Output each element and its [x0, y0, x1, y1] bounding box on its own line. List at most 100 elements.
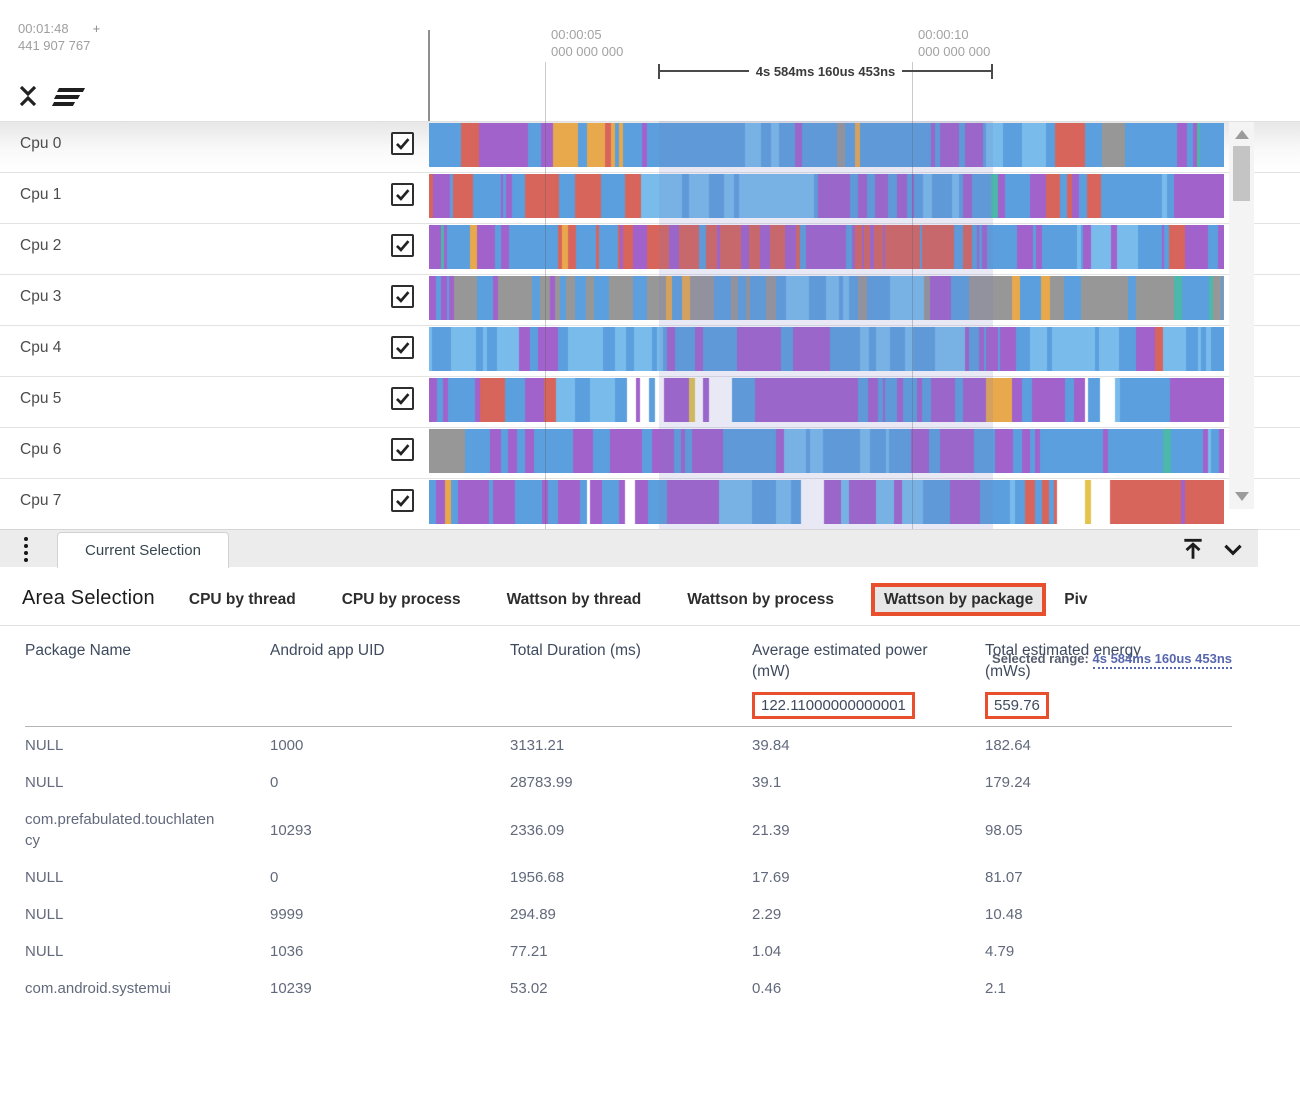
- detail-tab-cpu-by-process[interactable]: CPU by process: [341, 591, 461, 608]
- cpu-tracks-panel: Cpu 0 Cpu 1 Cpu 2 Cpu 3 Cpu 4 Cpu 5 Cpu 6 Cpu 7: [0, 121, 1300, 530]
- table-cell: 1956.68: [510, 869, 565, 886]
- cpu-sched-track[interactable]: [429, 480, 1224, 524]
- cpu-track-checkbox[interactable]: [391, 387, 414, 410]
- table-cell: 98.05: [985, 821, 1023, 839]
- area-selection-overlay[interactable]: [659, 121, 993, 529]
- table-row[interactable]: NULL 1000 3131.21 39.84 182.64: [25, 727, 1300, 764]
- column-header[interactable]: Package Name: [25, 642, 131, 659]
- cpu-track-row[interactable]: Cpu 2: [0, 224, 1300, 275]
- table-cell: 0: [270, 869, 279, 886]
- selected-range-link[interactable]: 4s 584ms 160us 453ns: [1092, 651, 1232, 669]
- cpu-track-label: Cpu 6: [20, 441, 62, 458]
- table-row[interactable]: NULL 0 28783.99 39.1 179.24: [25, 764, 1300, 801]
- cpu-sched-track[interactable]: [429, 327, 1224, 371]
- table-cell: 39.1: [752, 774, 782, 791]
- expand-panel-icon[interactable]: [1180, 536, 1206, 562]
- cpu-track-checkbox[interactable]: [391, 234, 414, 257]
- detail-tab-piv[interactable]: Piv: [1064, 591, 1088, 608]
- cpu-sched-track[interactable]: [429, 123, 1224, 167]
- cpu-track-row[interactable]: Cpu 1: [0, 173, 1300, 224]
- table-cell: NULL: [25, 943, 64, 960]
- table-cell: 0.46: [752, 980, 782, 997]
- detail-tab-wattson-by-process[interactable]: Wattson by process: [687, 591, 834, 608]
- area-selection-panel: Area Selection CPU by thread CPU by proce…: [0, 567, 1300, 1104]
- cpu-sched-track[interactable]: [429, 429, 1224, 473]
- table-cell: 2.29: [752, 906, 782, 923]
- time-gridline: [912, 62, 913, 529]
- table-cell: 2.1: [985, 980, 1006, 997]
- cpu-track-row[interactable]: Cpu 4: [0, 326, 1300, 377]
- cpu-track-label: Cpu 5: [20, 390, 62, 407]
- column-header[interactable]: Android app UID: [270, 642, 385, 659]
- cpu-track-checkbox[interactable]: [391, 438, 414, 461]
- cpu-track-label: Cpu 2: [20, 237, 62, 254]
- cpu-track-row[interactable]: Cpu 5: [0, 377, 1300, 428]
- cpu-track-checkbox[interactable]: [391, 285, 414, 308]
- timeline-ruler[interactable]: 00:01:48 + 441 907 767 4s 584ms 160us 453…: [0, 0, 1300, 121]
- table-cell: 182.64: [985, 737, 1031, 754]
- divider: [0, 625, 1300, 626]
- cpu-track-row[interactable]: Cpu 0: [0, 122, 1300, 173]
- column-header[interactable]: Total estimated energy (mWs): [985, 642, 1141, 680]
- total-energy-highlight: 559.76: [985, 692, 1049, 719]
- scrollbar-thumb[interactable]: [1233, 146, 1250, 201]
- cpu-track-row[interactable]: Cpu 7: [0, 479, 1300, 530]
- collapse-panel-icon[interactable]: [1220, 536, 1246, 562]
- cpu-track-checkbox[interactable]: [391, 489, 414, 512]
- cpu-track-checkbox[interactable]: [391, 336, 414, 359]
- selected-range-bracket: 4s 584ms 160us 453ns: [658, 63, 993, 79]
- detail-tab-wattson-by-thread[interactable]: Wattson by thread: [506, 591, 642, 608]
- table-row[interactable]: NULL 9999 294.89 2.29 10.48: [25, 896, 1300, 933]
- cpu-track-label: Cpu 4: [20, 339, 62, 356]
- scrollbar-up-icon[interactable]: [1235, 130, 1249, 139]
- table-cell: NULL: [25, 774, 64, 791]
- cpu-sched-track[interactable]: [429, 378, 1224, 422]
- table-cell: 0: [270, 774, 279, 791]
- cpu-track-label: Cpu 7: [20, 492, 62, 509]
- tracks-scrollbar[interactable]: [1229, 122, 1254, 509]
- cpu-sched-track[interactable]: [429, 174, 1224, 218]
- tab-current-selection[interactable]: Current Selection: [57, 532, 229, 568]
- column-header[interactable]: Average estimated power (mW): [752, 642, 928, 680]
- table-cell: 77.21: [510, 943, 548, 960]
- table-row[interactable]: com.android.systemui 10239 53.02 0.46 2.1: [25, 970, 1300, 1007]
- table-row[interactable]: com.prefabulated.touchlatency 10293 2336.0…: [25, 801, 1300, 859]
- table-cell: 53.02: [510, 980, 548, 997]
- table-summary-row: 122.11000000000001 559.76: [25, 692, 1300, 719]
- table-cell: NULL: [25, 869, 64, 886]
- cpu-track-checkbox[interactable]: [391, 183, 414, 206]
- table-cell: 2336.09: [510, 821, 565, 839]
- table-cell: 294.89: [510, 906, 556, 923]
- cpu-track-row[interactable]: Cpu 6: [0, 428, 1300, 479]
- table-row[interactable]: NULL 0 1956.68 17.69 81.07: [25, 859, 1300, 896]
- track-filter-icon[interactable]: [51, 88, 86, 106]
- cpu-track-label: Cpu 0: [20, 135, 62, 152]
- table-cell: 3131.21: [510, 737, 565, 754]
- detail-tabs-row: Area Selection CPU by thread CPU by proce…: [0, 567, 1300, 616]
- table-cell: 10.48: [985, 906, 1023, 923]
- cpu-sched-track[interactable]: [429, 225, 1224, 269]
- divider: [25, 726, 1232, 727]
- table-cell: com.prefabulated.touchlatency: [25, 811, 215, 849]
- table-cell: 1.04: [752, 943, 782, 960]
- cpu-sched-track[interactable]: [429, 276, 1224, 320]
- avg-power-total-highlight: 122.11000000000001: [752, 692, 915, 719]
- detail-tab-wattson-by-package[interactable]: Wattson by package: [870, 583, 1047, 616]
- table-cell: 81.07: [985, 869, 1023, 886]
- table-cell: 28783.99: [510, 774, 573, 791]
- cpu-track-checkbox[interactable]: [391, 132, 414, 155]
- table-cell: 10293: [270, 821, 312, 839]
- table-cell: 10239: [270, 980, 312, 997]
- panel-menu-icon[interactable]: [24, 537, 30, 565]
- column-header[interactable]: Total Duration (ms): [510, 642, 641, 659]
- scrollbar-down-icon[interactable]: [1235, 492, 1249, 501]
- time-tick-label: 00:00:05 000 000 000: [551, 27, 624, 59]
- table-cell: 4.79: [985, 943, 1015, 960]
- cpu-track-label: Cpu 1: [20, 186, 62, 203]
- detail-tab-cpu-by-thread[interactable]: CPU by thread: [188, 591, 296, 608]
- collapse-tracks-icon[interactable]: [16, 84, 40, 113]
- table-header-row: Package Name Android app UID Total Duratio…: [25, 626, 1300, 682]
- table-cell: 1036: [270, 943, 304, 960]
- table-row[interactable]: NULL 1036 77.21 1.04 4.79: [25, 933, 1300, 970]
- cpu-track-row[interactable]: Cpu 3: [0, 275, 1300, 326]
